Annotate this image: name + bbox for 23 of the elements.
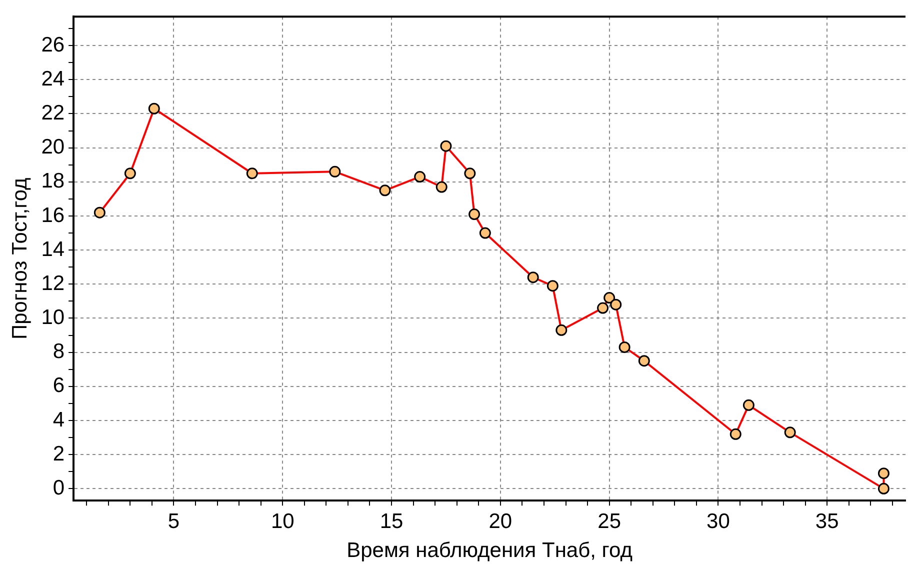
y-tick-label: 8 bbox=[52, 340, 65, 364]
y-tick-label: 16 bbox=[41, 204, 65, 227]
y-tick-label: 4 bbox=[52, 408, 65, 432]
y-tick-label: 2 bbox=[52, 442, 65, 466]
x-tick-label: 10 bbox=[270, 510, 294, 533]
x-tick-label: 35 bbox=[815, 510, 839, 533]
x-tick-label: 15 bbox=[380, 510, 404, 533]
x-tick-label: 20 bbox=[488, 510, 512, 533]
y-tick-label: 0 bbox=[52, 476, 65, 500]
y-tick-label: 14 bbox=[41, 238, 65, 261]
y-tick-label: 10 bbox=[41, 306, 65, 330]
x-axis-title: Время наблюдения Тнаб, год bbox=[346, 539, 632, 562]
y-tick-label: 24 bbox=[41, 67, 65, 90]
y-axis-title: Прогноз Тост,год bbox=[8, 178, 32, 340]
x-tick-label: 30 bbox=[706, 510, 730, 533]
y-tick-label: 26 bbox=[41, 33, 65, 56]
y-tick-label: 12 bbox=[41, 272, 65, 295]
x-tick-label: 5 bbox=[168, 510, 180, 533]
y-tick-label: 20 bbox=[41, 136, 65, 159]
y-tick-label: 22 bbox=[41, 102, 65, 125]
y-tick-label: 6 bbox=[52, 374, 65, 398]
y-tick-label: 18 bbox=[41, 170, 65, 193]
x-tick-label: 25 bbox=[598, 510, 621, 533]
